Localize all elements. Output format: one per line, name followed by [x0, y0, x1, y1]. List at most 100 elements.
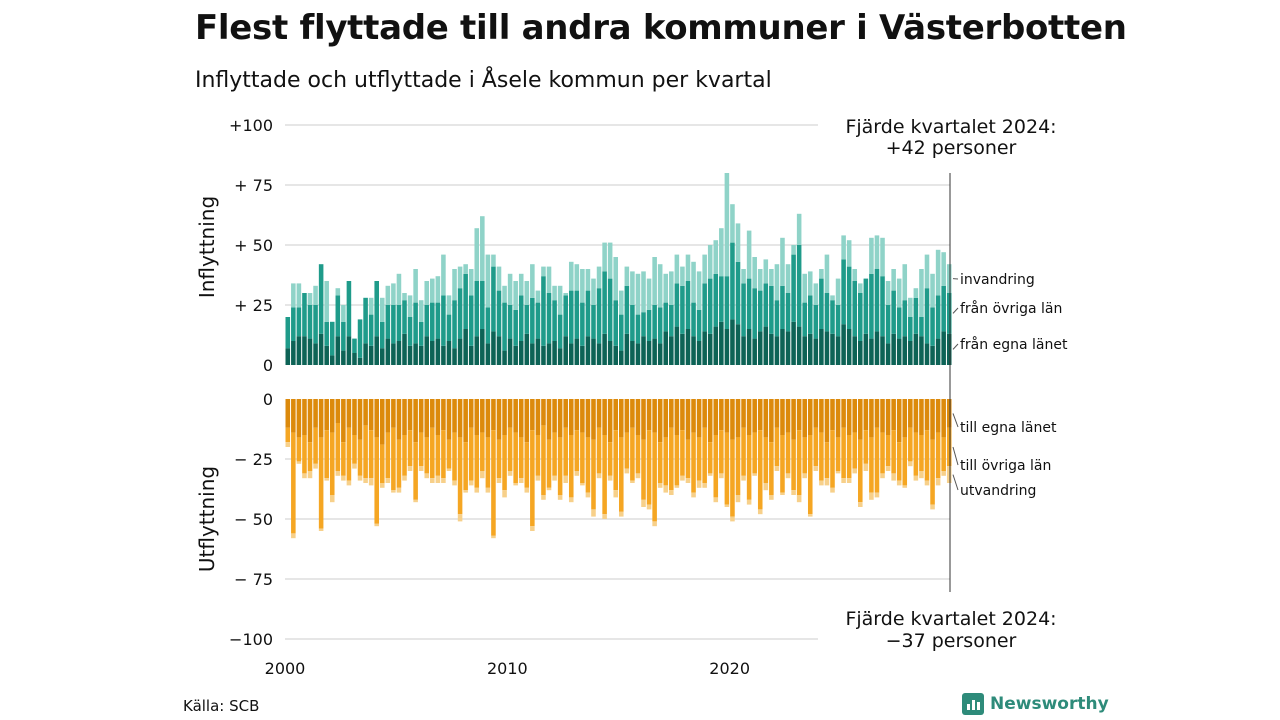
outflow-bar [685, 399, 691, 440]
inflow-bar [880, 276, 885, 337]
outflow-bar [491, 399, 496, 431]
inflow-bar [524, 281, 530, 305]
outflow-bar [285, 399, 291, 428]
inflow-bar [796, 213, 802, 245]
inflow-bar [602, 333, 607, 365]
outflow-bar [919, 399, 924, 435]
inflow-bar [546, 266, 552, 293]
inflow-bar [880, 336, 885, 365]
outflow-bar [591, 399, 596, 440]
outflow-bar [318, 528, 324, 531]
outflow-bar [935, 432, 941, 479]
inflow-bar [446, 341, 452, 365]
inflow-bar [635, 273, 641, 315]
outflow-bar [663, 399, 669, 438]
inflow-bar [602, 271, 607, 334]
inflow-bar [757, 331, 763, 365]
outflow-bar [852, 399, 858, 433]
inflow-bar [513, 309, 518, 346]
outflow-bar [324, 430, 329, 479]
inflow-bar [474, 228, 480, 281]
outflow-bar [791, 439, 796, 491]
outflow-ytick-label: − 75 [234, 570, 273, 589]
inflow-bar [341, 305, 346, 322]
inflow-bar [802, 336, 807, 365]
outflow-bar [291, 533, 296, 539]
outflow-bar [496, 439, 502, 479]
inflow-bar [930, 273, 935, 308]
outflow-bar [291, 432, 296, 534]
outflow-bar [841, 399, 846, 428]
inflow-bar [858, 341, 863, 365]
inflow-bar [780, 237, 785, 286]
outflow-bar [563, 427, 568, 476]
inflow-bar [830, 333, 835, 365]
outflow-bar [285, 427, 291, 443]
inflow-bar [585, 290, 591, 337]
outflow-bar [502, 435, 507, 491]
inflow-bar [719, 228, 724, 277]
outflow-bar [513, 399, 518, 433]
outflow-bar [613, 490, 618, 498]
inflow-bar [646, 278, 652, 310]
inflow-bar [824, 331, 830, 365]
outflow-bar [518, 478, 524, 483]
inflow-bar [313, 285, 318, 305]
inflow-bar [763, 259, 769, 284]
outflow-bar [696, 399, 702, 438]
outflow-bar [357, 439, 363, 476]
inflow-bar [513, 345, 518, 365]
outflow-bar [713, 497, 719, 503]
outflow-bar [613, 399, 618, 431]
outflow-bar [835, 399, 841, 438]
outflow-bar [641, 499, 646, 507]
outflow-bar [874, 492, 880, 498]
inflow-annotation-bg [818, 112, 1056, 160]
inflow-bar [496, 290, 502, 337]
outflow-bar [374, 399, 379, 438]
outflow-bar [635, 435, 641, 474]
inflow-bar [924, 288, 930, 344]
outflow-bar [941, 471, 946, 476]
brand-logo[interactable]: Newsworthy [962, 693, 1109, 715]
inflow-bar [357, 319, 363, 358]
outflow-bar [858, 399, 863, 440]
inflow-bar [329, 321, 335, 356]
inflow-bar [307, 338, 313, 365]
outflow-bar [841, 427, 846, 479]
inflow-bar [924, 343, 930, 365]
outflow-bar [685, 478, 691, 483]
outflow-bar [329, 399, 335, 433]
inflow-bar [869, 338, 874, 365]
outflow-bar [418, 466, 424, 471]
outflow-bar [852, 468, 858, 474]
inflow-bar [835, 305, 841, 337]
inflow-bar [674, 254, 680, 284]
inflow-bar [591, 305, 596, 339]
inflow-bar [602, 242, 607, 272]
outflow-bar [796, 430, 802, 495]
outflow-bar [630, 399, 635, 428]
inflow-bar [574, 290, 580, 339]
outflow-bar [696, 437, 702, 481]
inflow-bar [674, 283, 680, 327]
inflow-bar [324, 281, 329, 322]
inflow-bar [685, 254, 691, 281]
outflow-bar [674, 399, 680, 435]
outflow-bar [363, 478, 368, 483]
outflow-bar [424, 473, 430, 479]
inflow-bar [352, 338, 357, 353]
inflow-bar [435, 302, 441, 339]
inflow-bar [385, 285, 391, 305]
outflow-bar [891, 430, 896, 474]
inflow-bar [863, 333, 869, 365]
outflow-bar [763, 399, 769, 438]
inflow-bar [891, 269, 896, 291]
outflow-bar [691, 432, 696, 493]
outflow-bar [846, 478, 852, 483]
inflow-bar [391, 283, 396, 305]
outflow-bar [574, 471, 580, 476]
outflow-bar [535, 399, 541, 435]
outflow-bar [908, 399, 913, 428]
inflow-bar [613, 300, 618, 346]
